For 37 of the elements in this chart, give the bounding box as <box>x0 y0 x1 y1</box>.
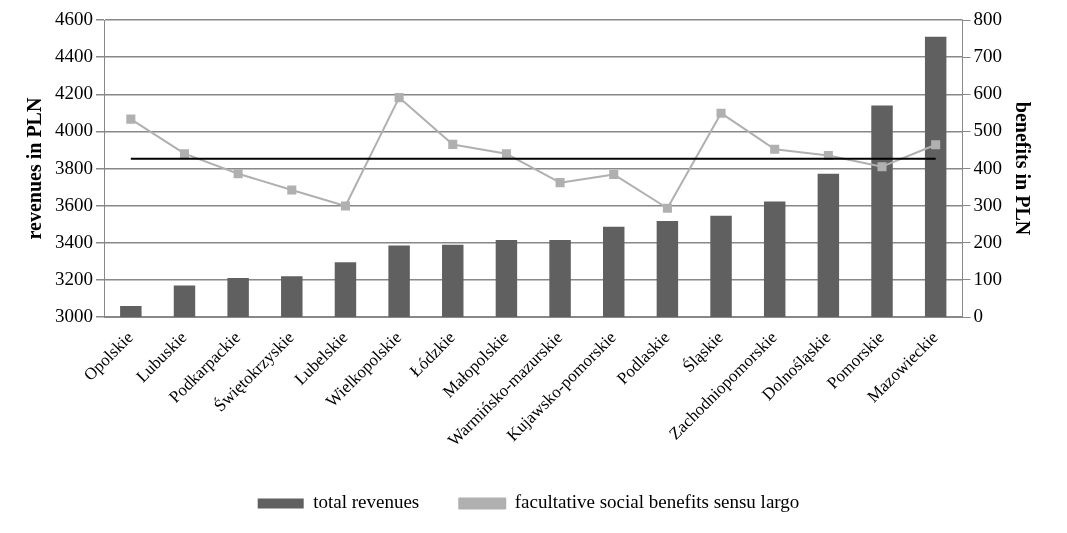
y2-tick-label: 100 <box>973 267 1002 289</box>
y2-tick-label: 800 <box>973 7 1002 29</box>
y2-axis-title: benefits in PLN <box>1011 101 1034 236</box>
y2-tick-label: 700 <box>973 45 1002 67</box>
point <box>662 203 672 213</box>
point <box>609 169 619 179</box>
y2-tick-label: 400 <box>973 156 1002 178</box>
y2-tick-label: 200 <box>973 230 1002 252</box>
point <box>716 108 726 118</box>
y2-tick-label: 300 <box>973 193 1002 215</box>
y-tick-label: 3000 <box>55 305 93 327</box>
point <box>394 93 404 103</box>
y-tick-label: 4600 <box>55 7 93 29</box>
point <box>126 114 136 124</box>
y-tick-label: 3400 <box>55 230 93 252</box>
y-axis-title: revenues in PLN <box>23 97 46 240</box>
point <box>179 149 190 159</box>
legend-label: facultative social benefits sensu largo <box>514 491 800 513</box>
point <box>877 162 887 172</box>
point <box>501 149 511 159</box>
point <box>287 185 297 195</box>
y2-tick-label: 0 <box>973 305 983 327</box>
y-tick-label: 3200 <box>55 267 93 289</box>
y-tick-label: 4400 <box>55 45 93 67</box>
point <box>233 169 243 179</box>
point <box>770 144 780 154</box>
y-tick-label: 3800 <box>55 156 93 178</box>
y-tick-label: 4000 <box>55 119 93 141</box>
y-tick-label: 3600 <box>55 193 93 215</box>
y2-tick-label: 600 <box>973 82 1002 104</box>
point <box>340 201 350 211</box>
y2-tick-label: 500 <box>973 119 1002 141</box>
point <box>448 139 458 149</box>
legend-label: total revenues <box>313 491 420 513</box>
y-tick-label: 4200 <box>55 82 93 104</box>
point <box>555 178 565 188</box>
point <box>931 140 941 150</box>
